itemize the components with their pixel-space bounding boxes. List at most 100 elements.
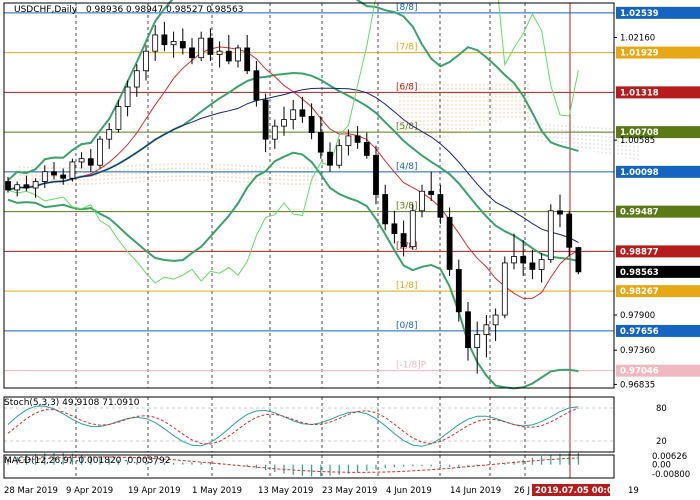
- selected-date-label: 2019.07.05 00:00: [535, 486, 619, 496]
- candle-body: [520, 256, 527, 264]
- main-pane-title: USDCHF,Daily 0.98936 0.98947 0.98527 0.9…: [14, 5, 243, 15]
- candle-body: [115, 106, 122, 130]
- selected-date-tag: [532, 484, 610, 496]
- candle-body: [124, 86, 131, 107]
- price-label: 1.02160: [620, 34, 655, 44]
- murrey-label: [6/8]: [396, 82, 418, 92]
- candle-body: [23, 184, 30, 189]
- date-label: 14 Jun 2019: [450, 486, 501, 496]
- price-tag: [616, 324, 700, 337]
- stochastic-oscillator: [4, 405, 614, 447]
- candle-body: [41, 171, 48, 182]
- murrey-label: [0/8]: [396, 321, 418, 331]
- bollinger-upper: [7, 0, 579, 181]
- price-tag: [616, 364, 700, 377]
- price-label: 0.97360: [620, 346, 655, 356]
- candle-body: [354, 135, 361, 143]
- murrey-label: [4/8]: [396, 162, 418, 172]
- candle-body: [419, 190, 425, 212]
- candle-body: [409, 210, 416, 248]
- price-tag: [616, 265, 700, 278]
- price-tag-label: 0.97046: [620, 367, 659, 377]
- stoch-pane-frame: [3, 396, 615, 453]
- date-label: 13 May 2019: [258, 486, 313, 496]
- price-tag-label: 0.98877: [620, 247, 659, 257]
- candle-body: [483, 324, 490, 335]
- price-axis: 1.02539 1.02160 1.01929 1.01318 1.007081.005…: [614, 6, 700, 480]
- price-label: 0.96835: [620, 380, 655, 390]
- date-label: 1 May 2019: [192, 486, 242, 496]
- candle-body: [253, 70, 260, 101]
- candle-body: [97, 138, 103, 166]
- candle-body: [575, 247, 582, 273]
- pane-frames: [3, 2, 615, 479]
- candle-body: [143, 50, 149, 72]
- candle-body: [106, 128, 113, 140]
- ohlc-values: 0.98936 0.98947 0.98527 0.98563: [86, 5, 243, 15]
- price-label: 0.97900: [620, 311, 655, 321]
- murrey-label: [2/8]: [396, 241, 418, 251]
- date-label: 23 May 2019: [322, 486, 377, 496]
- price-tag: [616, 126, 700, 139]
- price-tag-label: 1.01318: [620, 88, 659, 98]
- candle-body: [290, 109, 297, 121]
- candle-body: [455, 269, 462, 313]
- candle-body: [428, 190, 435, 195]
- candle-body: [299, 109, 306, 117]
- stoch-k-line: [7, 405, 579, 447]
- time-axis: 28 Mar 2019 9 Apr 2019 19 Apr 2019 1 May 20…: [4, 484, 639, 496]
- stoch-pane-title: Stoch(5,3,3) 49.9108 71.0910: [4, 398, 140, 408]
- tenkan-line: [7, 46, 579, 299]
- price-tag-label: 1.00098: [620, 168, 659, 178]
- candlesticks: [5, 21, 582, 374]
- candle-body: [382, 194, 389, 225]
- macd-axis-label: 0.00626: [652, 452, 687, 462]
- kijun-line: [7, 87, 579, 243]
- candle-body: [391, 223, 398, 235]
- price-label: 1.00585: [620, 136, 655, 146]
- candle-body: [207, 37, 214, 55]
- candle-body: [492, 314, 499, 326]
- candle-body: [566, 213, 573, 248]
- vertical-grid: [75, 3, 571, 478]
- date-label: 28 Mar 2019: [4, 486, 58, 496]
- candle-body: [152, 34, 159, 52]
- stoch-axis-label: 80: [656, 404, 667, 414]
- candle-body: [465, 311, 471, 349]
- candle-body: [51, 171, 57, 176]
- candle-body: [281, 119, 287, 127]
- candle-body: [5, 181, 11, 191]
- candle-body: [14, 184, 21, 191]
- bollinger-lower: [7, 151, 579, 390]
- price-tag: [616, 285, 700, 298]
- candle-body: [501, 262, 508, 316]
- date-label: 4 Jun 2019: [386, 486, 432, 496]
- main-pane-frame: [3, 2, 615, 389]
- stoch-axis-label: 20: [656, 437, 667, 447]
- candle-body: [336, 145, 343, 166]
- candle-body: [308, 115, 315, 134]
- murrey-math-lines: [8/8] [7/8] [6/8] [5/8] [4/8] [3/8] [2/8] [1/8]…: [4, 3, 614, 372]
- candle-body: [170, 41, 177, 46]
- candle-body: [317, 132, 324, 153]
- stoch-d-line: [7, 407, 579, 445]
- price-tag: [616, 86, 700, 99]
- date-label: 19 Apr 2019: [128, 486, 181, 496]
- price-tag-label: 0.99487: [620, 208, 659, 218]
- candle-body: [235, 47, 241, 62]
- candle-body: [400, 233, 407, 248]
- macd-axis-label: -0.00800: [652, 470, 690, 480]
- candle-body: [60, 174, 67, 179]
- candle-body: [69, 161, 76, 179]
- candle-body: [198, 37, 205, 59]
- candle-body: [161, 34, 168, 46]
- candle-body: [216, 50, 223, 55]
- chikou-line: [7, 0, 579, 284]
- candle-body: [446, 216, 453, 270]
- candle-body: [87, 158, 94, 166]
- candle-body: [78, 158, 85, 163]
- murrey-label: [8/8]: [396, 3, 418, 13]
- murrey-label: [-1/8]P: [396, 361, 427, 371]
- murrey-label: [7/8]: [396, 43, 418, 53]
